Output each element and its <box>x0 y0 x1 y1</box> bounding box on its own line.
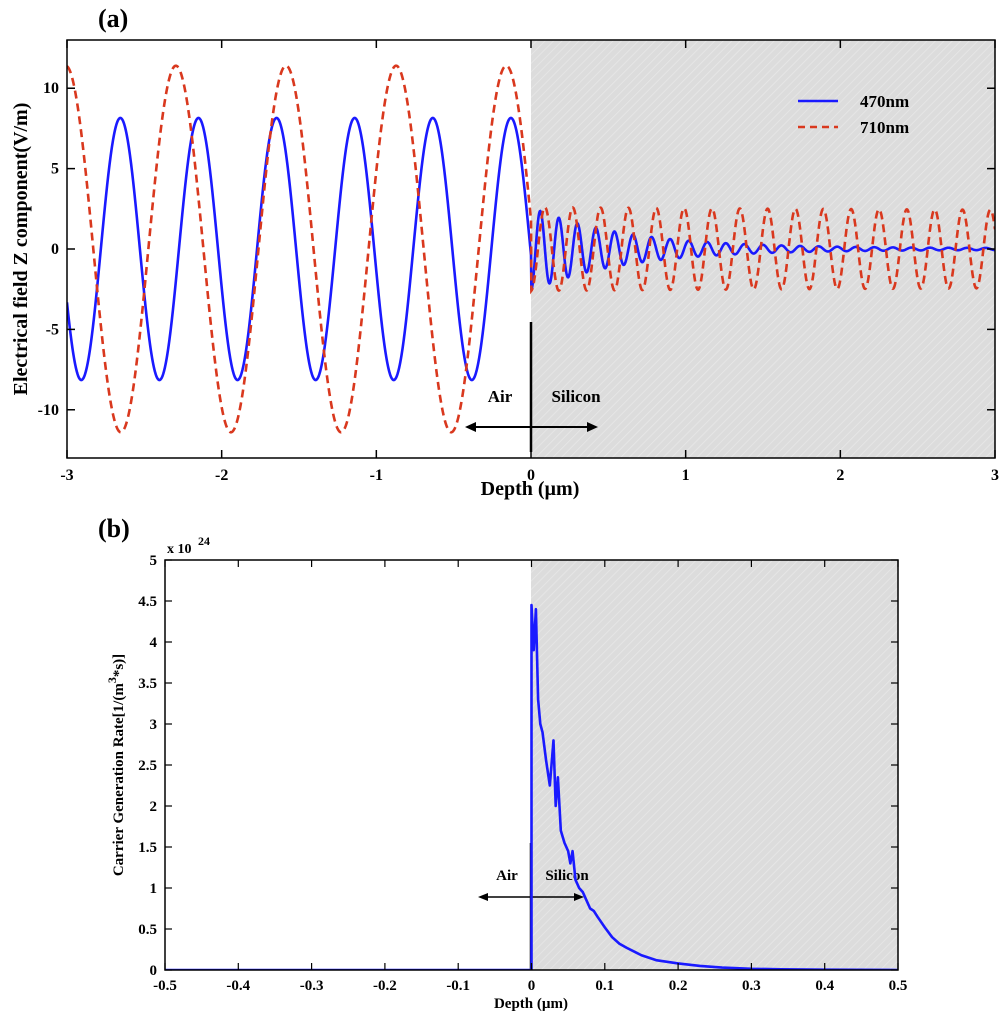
panel-a-x-tick-label: 1 <box>682 467 690 484</box>
panel-b-y-tick-label: 1.5 <box>138 840 157 856</box>
panel-a-x-tick-label: -1 <box>370 467 383 484</box>
series-line-710nm <box>67 64 995 434</box>
panel-b-x-axis-label: Depth (µm) <box>494 996 568 1012</box>
panel-b-y-tick-label: 3 <box>150 717 158 733</box>
panel-b-x-tick-label: 0.5 <box>889 978 908 994</box>
panel-b-y-tick-label: 0 <box>150 963 158 979</box>
panel-b-y-tick-label: 3.5 <box>138 676 157 692</box>
panel-b-silicon-region <box>531 560 898 970</box>
series-line-470nm <box>67 116 995 382</box>
panel-a-x-tick-label: -3 <box>60 467 73 484</box>
panel-a-air-arrow <box>465 422 531 432</box>
panel-a-x-tick-label: 0 <box>527 467 535 484</box>
panel-a-y-tick-label: -10 <box>38 402 59 419</box>
panel-b-x-tick-label: 0.2 <box>669 978 688 994</box>
panel-b-y-tick-label: 2 <box>150 799 158 815</box>
panel-b-y-axis-label-sup: 3 <box>105 677 119 683</box>
panel-a-y-tick-label: 0 <box>51 241 59 258</box>
panel-a-y-axis-label: Electrical field Z component(V/m) <box>10 103 32 396</box>
series-line-generation-rate <box>165 603 898 970</box>
panel-b-x-tick-label: -0.2 <box>373 978 397 994</box>
panel-b-y-multiplier-exponent: 24 <box>198 534 210 548</box>
panel-a-y-tick-label: 5 <box>51 161 59 178</box>
panel-a-x-tick-label: 3 <box>991 467 999 484</box>
legend-710nm-label: 710nm <box>860 118 909 137</box>
panel-b-y-multiplier-base: x 10 <box>167 542 192 557</box>
panel-a-legend: 470nm 710nm <box>798 92 909 137</box>
panel-b-x-tick-label: -0.1 <box>446 978 470 994</box>
panel-a-y-tick-label: -5 <box>46 321 59 338</box>
panel-b-y-tick-label: 2.5 <box>138 758 157 774</box>
panel-b-label: (b) <box>98 514 130 543</box>
panel-b-air-label: Air <box>496 868 518 884</box>
panel-a-series-group <box>67 64 995 434</box>
panel-a-silicon-label: Silicon <box>551 387 601 406</box>
panel-b-y-tick-label: 1 <box>150 881 158 897</box>
panel-a-silicon-arrow <box>531 422 598 432</box>
panel-b-ticks: -0.5 -0.4 -0.3 -0.2 -0.1 0 0.1 0.2 0.3 0.4 0.5 0 0.5… <box>138 553 907 994</box>
panel-a-air-label: Air <box>488 387 513 406</box>
panel-b-x-tick-label: 0.3 <box>742 978 761 994</box>
panel-b-x-tick-label: -0.3 <box>300 978 324 994</box>
panel-b-y-tick-label: 5 <box>150 553 158 569</box>
panel-b-x-tick-label: 0.4 <box>815 978 834 994</box>
panel-b-y-axis-label: Carrier Generation Rate[1/(m3*s)] <box>105 654 127 876</box>
panel-b-y-tick-label: 4 <box>150 635 158 651</box>
panel-b-series-group <box>165 603 898 970</box>
panel-b-y-axis-label-main: Carrier Generation Rate[1/(m <box>111 683 127 876</box>
panel-b: (b) Air Silicon -0.5 -0.4 -0.3 -0.2 -0.1 0 0.1… <box>98 514 907 1012</box>
panel-b-x-tick-label: 0 <box>528 978 536 994</box>
panel-b-y-tick-label: 0.5 <box>138 922 157 938</box>
legend-470nm-label: 470nm <box>860 92 909 111</box>
panel-b-x-tick-label: 0.1 <box>595 978 614 994</box>
panel-b-x-tick-label: -0.5 <box>153 978 177 994</box>
panel-a-y-tick-label: 10 <box>43 80 59 97</box>
panel-b-air-arrow <box>478 893 531 901</box>
panel-b-x-tick-label: -0.4 <box>226 978 250 994</box>
panel-a-x-tick-label: -2 <box>215 467 228 484</box>
panel-a-x-axis-label: Depth (µm) <box>481 478 580 500</box>
panel-a-x-tick-label: 2 <box>836 467 844 484</box>
panel-b-silicon-label: Silicon <box>545 868 589 884</box>
panel-b-y-tick-label: 4.5 <box>138 594 157 610</box>
panel-b-y-multiplier: x 10 24 <box>167 534 210 557</box>
panel-a-label: (a) <box>98 4 128 33</box>
panel-b-y-axis-label-tail: *s)] <box>111 654 127 677</box>
panel-b-silicon-arrow <box>531 893 584 901</box>
